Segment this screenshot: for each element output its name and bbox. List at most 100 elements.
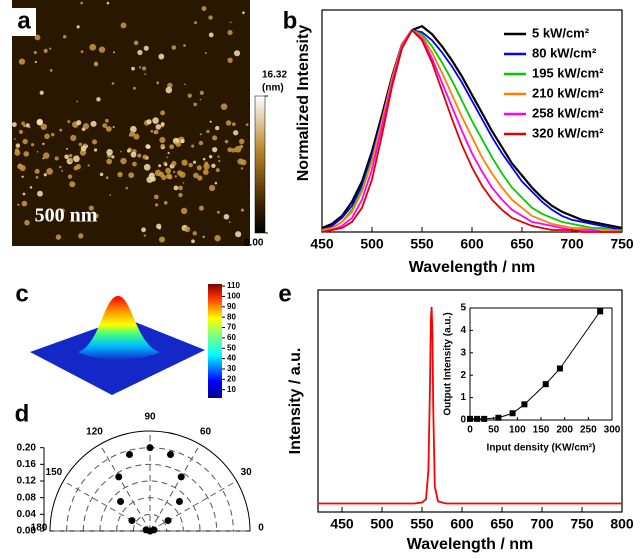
grid-arc bbox=[132, 513, 168, 532]
data-point bbox=[467, 415, 473, 422]
afm-particle bbox=[17, 203, 20, 206]
afm-particle bbox=[153, 194, 159, 200]
x-tick-label: 100 bbox=[509, 425, 526, 436]
afm-particle bbox=[76, 25, 80, 29]
afm-particle bbox=[193, 102, 198, 107]
colorbar-label: 70 bbox=[227, 323, 236, 332]
afm-particle bbox=[167, 152, 170, 155]
afm-particle bbox=[208, 154, 213, 159]
colorbar-label: 60 bbox=[227, 333, 236, 342]
afm-particle bbox=[233, 50, 241, 57]
afm-particle bbox=[23, 151, 30, 157]
x-tick-label: 150 bbox=[533, 425, 550, 436]
afm-particle bbox=[208, 32, 214, 38]
afm-particle bbox=[126, 149, 131, 153]
x-axis-label: Input density (KW/cm²) bbox=[487, 443, 596, 454]
data-point bbox=[542, 381, 549, 388]
panel-label-box bbox=[12, 8, 36, 36]
afm-particle bbox=[88, 205, 94, 211]
afm-particle bbox=[113, 51, 115, 54]
afm-particle bbox=[202, 169, 209, 175]
afm-particle bbox=[192, 231, 197, 236]
afm-particle bbox=[238, 138, 245, 145]
polar-point bbox=[146, 527, 154, 535]
plot-frame bbox=[317, 289, 623, 513]
afm-particle bbox=[125, 186, 129, 190]
inset-frame bbox=[469, 307, 613, 421]
afm-particle bbox=[138, 66, 142, 69]
afm-particle bbox=[180, 139, 185, 144]
afm-particle bbox=[50, 132, 55, 137]
afm-particle bbox=[178, 192, 183, 198]
theta-tick-label: 180 bbox=[31, 523, 48, 534]
afm-particle bbox=[42, 157, 45, 160]
afm-particle bbox=[99, 172, 104, 177]
radial-grid bbox=[99, 444, 151, 532]
afm-particle bbox=[43, 48, 48, 53]
afm-particle bbox=[59, 128, 63, 132]
afm-particle bbox=[21, 175, 24, 178]
theta-tick-label: 60 bbox=[200, 427, 212, 438]
grid-arc bbox=[82, 463, 218, 532]
afm-particle bbox=[105, 118, 109, 123]
polar-point bbox=[166, 451, 174, 459]
afm-particle bbox=[228, 221, 231, 223]
radial-grid bbox=[149, 480, 237, 532]
afm-particle bbox=[160, 122, 165, 126]
afm-particle bbox=[137, 49, 143, 56]
afm-particle bbox=[209, 120, 212, 123]
afm-particle bbox=[178, 185, 183, 191]
afm-particle bbox=[120, 22, 127, 29]
theta-tick-label: 150 bbox=[46, 467, 63, 478]
afm-particle bbox=[40, 123, 47, 130]
afm-particle bbox=[155, 124, 162, 130]
afm-particle bbox=[215, 168, 220, 173]
afm-particle bbox=[158, 53, 165, 60]
afm-particle bbox=[142, 66, 147, 71]
radial-grid bbox=[63, 480, 151, 532]
afm-particle bbox=[59, 165, 62, 169]
afm-particle bbox=[128, 172, 135, 179]
afm-particle bbox=[206, 129, 210, 134]
afm-particle bbox=[69, 157, 73, 161]
afm-particle bbox=[198, 205, 204, 211]
afm-particle bbox=[233, 130, 239, 136]
afm-particle bbox=[199, 90, 204, 95]
colorbar-unit: (nm) bbox=[262, 83, 284, 94]
colorbar-label: 90 bbox=[227, 302, 236, 311]
afm-particle bbox=[218, 159, 221, 163]
x-tick-label: 650 bbox=[510, 236, 534, 252]
afm-particle bbox=[240, 208, 245, 212]
afm-particle bbox=[73, 155, 80, 163]
afm-particle bbox=[143, 234, 147, 237]
afm-particle bbox=[187, 93, 192, 98]
afm-particle bbox=[174, 141, 178, 146]
afm-particle bbox=[146, 145, 151, 149]
colorbar-label: 30 bbox=[227, 364, 236, 373]
afm-particle bbox=[35, 175, 39, 179]
afm-particle bbox=[239, 144, 244, 149]
polar-point bbox=[126, 451, 134, 459]
data-point bbox=[509, 410, 516, 417]
afm-particle bbox=[160, 110, 166, 116]
afm-particle bbox=[106, 158, 113, 165]
series-line bbox=[321, 24, 623, 230]
afm-particle bbox=[89, 43, 97, 51]
afm-particle bbox=[120, 150, 122, 153]
y-tick-label: 1 bbox=[460, 392, 466, 403]
afm-particle bbox=[199, 133, 202, 136]
polar-point bbox=[128, 517, 136, 525]
x-tick-label: 600 bbox=[450, 516, 474, 532]
afm-particle bbox=[106, 1, 110, 5]
afm-particle bbox=[82, 123, 90, 130]
afm-particle bbox=[133, 40, 139, 46]
afm-particle bbox=[37, 190, 43, 197]
afm-particle bbox=[31, 143, 35, 147]
afm-particle bbox=[22, 138, 28, 145]
data-point bbox=[556, 365, 563, 372]
colorbar-label: 16.32 bbox=[262, 70, 287, 81]
polar-point bbox=[115, 473, 123, 481]
afm-particle bbox=[24, 219, 30, 226]
afm-particle bbox=[148, 172, 155, 179]
afm-particle bbox=[182, 181, 185, 184]
